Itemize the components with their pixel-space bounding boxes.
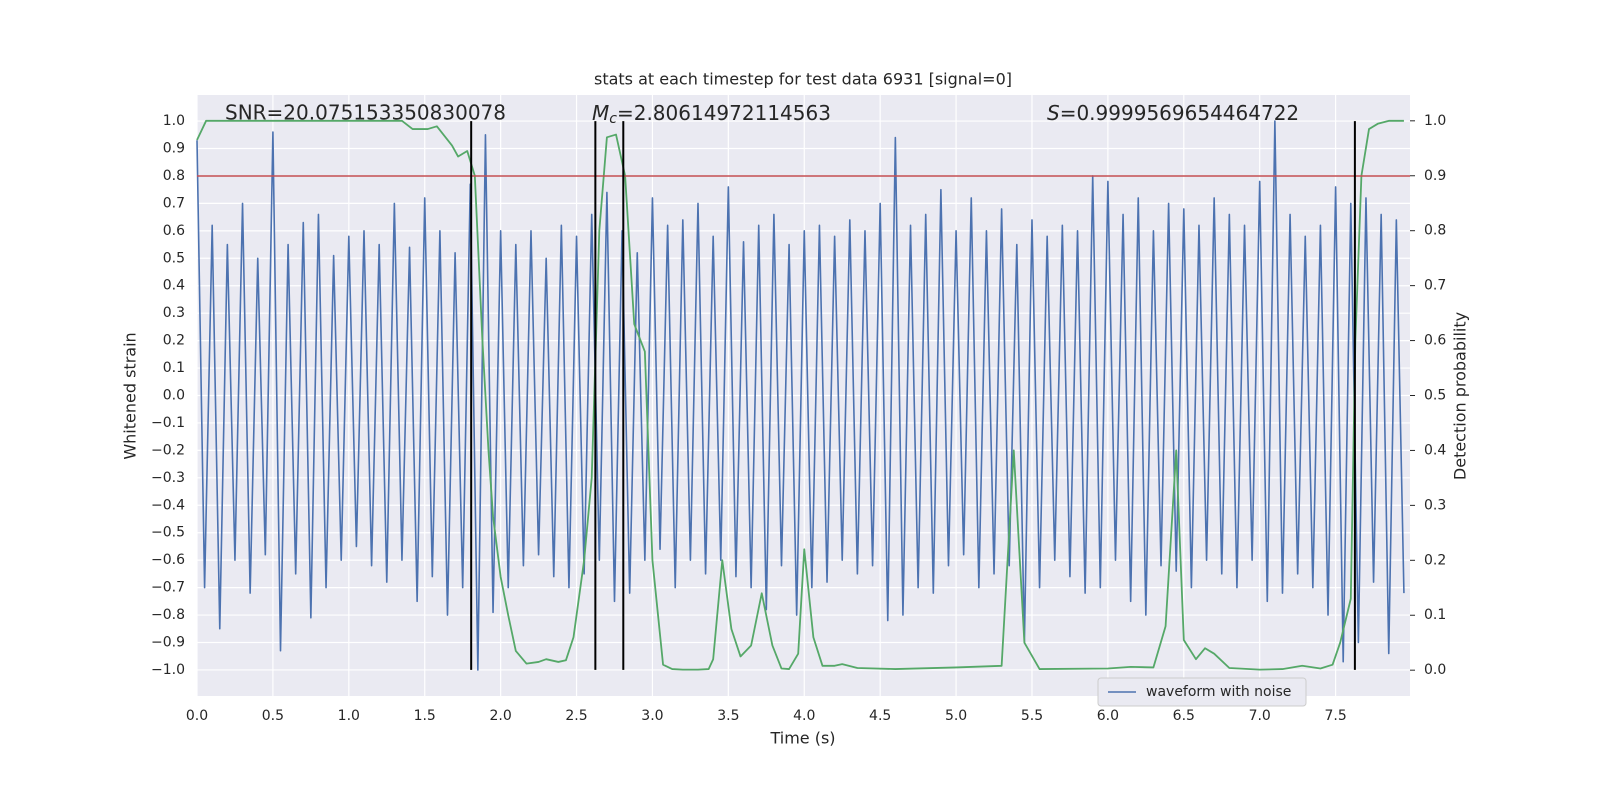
y-tick-label: 0.3 (163, 305, 185, 321)
plot-layer (196, 119, 1410, 671)
y-tick-label: −0.5 (151, 525, 185, 541)
x-tick-label: 3.0 (641, 708, 663, 724)
x-tick-label: 1.5 (414, 708, 436, 724)
y2-tick-label: 0.5 (1424, 388, 1446, 404)
x-tick-label: 5.0 (945, 708, 967, 724)
x-tick-label: 4.0 (793, 708, 815, 724)
y-tick-label: −0.9 (151, 634, 185, 650)
y-tick-label: 0.0 (163, 388, 185, 404)
y2-tick-label: 0.9 (1424, 168, 1446, 184)
x-tick-label: 0.5 (262, 708, 284, 724)
y2-tick-label: 0.0 (1424, 662, 1446, 678)
y2-tick-label: 1.0 (1424, 113, 1446, 129)
y-tick-label: 0.4 (163, 278, 185, 294)
y-tick-label: −0.4 (151, 497, 185, 513)
series-line (196, 119, 1404, 671)
y-tick-label: 0.9 (163, 141, 185, 157)
legend-label: waveform with noise (1146, 684, 1291, 700)
x-tick-label: 0.0 (186, 708, 208, 724)
y-tick-label: −0.1 (151, 415, 185, 431)
y-tick-label: −0.2 (151, 442, 185, 458)
y-tick-label: 1.0 (163, 113, 185, 129)
x-tick-label: 2.5 (565, 708, 587, 724)
x-tick-label: 3.5 (717, 708, 739, 724)
annotation-subscript: c (609, 111, 617, 127)
y2-tick-label: 0.7 (1424, 278, 1446, 294)
y2-tick-label: 0.6 (1424, 333, 1446, 349)
chart-title: stats at each timestep for test data 693… (594, 70, 1012, 89)
series-line (196, 120, 1405, 671)
y-tick-label: −0.7 (151, 580, 185, 596)
annotation: Mc=2.80614972114563 (592, 101, 831, 128)
x-tick-label: 5.5 (1021, 708, 1043, 724)
y-tick-label: −0.8 (151, 607, 185, 623)
y-tick-label: 0.6 (163, 223, 185, 239)
y2-tick-label: 0.8 (1424, 223, 1446, 239)
x-tick-label: 7.0 (1249, 708, 1271, 724)
legend: waveform with noise (1097, 677, 1307, 707)
y-tick-label: 0.8 (163, 168, 185, 184)
annotation: S=0.9999569654464722 (1047, 101, 1299, 125)
x-axis-label: Time (s) (769, 729, 835, 748)
y-tick-label: 0.7 (163, 195, 185, 211)
annotation-value: =0.9999569654464722 (1060, 101, 1299, 125)
x-tick-label: 7.5 (1324, 708, 1346, 724)
y2-tick-label: 0.1 (1424, 607, 1446, 623)
x-tick-label: 6.0 (1097, 708, 1119, 724)
y-tick-label: −1.0 (151, 662, 185, 678)
annotation-value: =2.80614972114563 (617, 101, 831, 125)
y-tick-label: −0.3 (151, 470, 185, 486)
y-tick-label: −0.6 (151, 552, 185, 568)
x-tick-label: 2.0 (489, 708, 511, 724)
y-axis-label: Whitened strain (121, 332, 140, 459)
y2-tick-label: 0.3 (1424, 497, 1446, 513)
x-tick-label: 6.5 (1173, 708, 1195, 724)
y2-tick-label: 0.2 (1424, 552, 1446, 568)
legend-box (1097, 677, 1307, 707)
y2-axis-label: Detection probability (1451, 312, 1470, 480)
y-tick-label: 0.5 (163, 250, 185, 266)
tick-labels: 0.0 0.5 1.0 1.5 2.0 2.5 3.0 3.5 4.0 4.5 5.0 5.5 6.0 6… (151, 113, 1446, 724)
y-tick-label: 0.2 (163, 333, 185, 349)
x-tick-label: 4.5 (869, 708, 891, 724)
annotation-symbol: S (1047, 101, 1060, 125)
annotation-symbol: M (592, 101, 609, 125)
y2-tick-label: 0.4 (1424, 442, 1446, 458)
annotation: SNR=20.075153350830078 (225, 101, 506, 125)
x-tick-label: 1.0 (338, 708, 360, 724)
y-tick-label: 0.1 (163, 360, 185, 376)
